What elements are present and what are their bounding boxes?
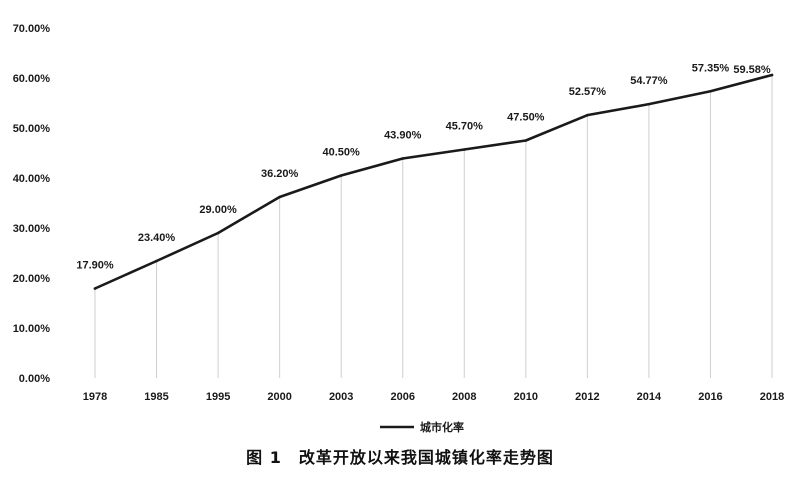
x-tick-label: 1985 xyxy=(144,391,168,403)
data-label: 57.35% xyxy=(692,62,730,74)
data-label: 54.77% xyxy=(630,75,668,87)
x-tick-label: 2003 xyxy=(329,391,353,403)
y-tick-label: 40.00% xyxy=(13,173,51,185)
data-label: 36.20% xyxy=(261,168,299,180)
data-point xyxy=(462,148,466,151)
x-tick-label: 2008 xyxy=(452,391,476,403)
x-tick-label: 2006 xyxy=(390,391,414,403)
x-tick-label: 2016 xyxy=(698,391,722,403)
x-tick-label: 2014 xyxy=(637,391,662,403)
y-tick-label: 30.00% xyxy=(13,223,51,235)
data-point xyxy=(401,157,405,160)
figure-caption: 图 1 改革开放以来我国城镇化率走势图 xyxy=(246,448,554,467)
data-point xyxy=(586,113,589,117)
data-label: 40.50% xyxy=(323,147,361,159)
y-tick-label: 0.00% xyxy=(19,373,50,385)
y-tick-label: 20.00% xyxy=(13,273,51,285)
y-tick-label: 50.00% xyxy=(13,123,51,135)
data-point xyxy=(524,139,528,142)
y-tick-label: 10.00% xyxy=(13,323,51,335)
y-tick-label: 60.00% xyxy=(13,73,51,85)
data-point xyxy=(339,174,343,177)
series-line-urbanization xyxy=(93,73,774,290)
data-point xyxy=(709,89,712,93)
x-tick-label: 1995 xyxy=(206,391,230,403)
x-tick-label: 2010 xyxy=(514,391,538,403)
data-point xyxy=(216,231,220,235)
data-label: 29.00% xyxy=(199,204,237,216)
data-label: 45.70% xyxy=(446,121,484,133)
legend-label: 城市化率 xyxy=(420,420,464,434)
x-tick-label: 2018 xyxy=(760,391,784,403)
data-point xyxy=(155,259,158,263)
data-label: 17.90% xyxy=(76,260,114,272)
x-tick-label: 1978 xyxy=(83,391,107,403)
x-tick-label: 2000 xyxy=(267,391,291,403)
data-label: 43.90% xyxy=(384,130,422,142)
data-point xyxy=(770,73,774,77)
data-point xyxy=(647,102,651,106)
data-label: 52.57% xyxy=(569,86,607,98)
data-point xyxy=(93,287,97,290)
data-label: 59.58% xyxy=(733,64,771,76)
data-label: 47.50% xyxy=(507,112,545,124)
data-label: 23.40% xyxy=(138,232,176,244)
y-tick-label: 70.00% xyxy=(13,23,51,35)
x-tick-label: 2012 xyxy=(575,391,599,403)
data-point xyxy=(278,195,281,199)
